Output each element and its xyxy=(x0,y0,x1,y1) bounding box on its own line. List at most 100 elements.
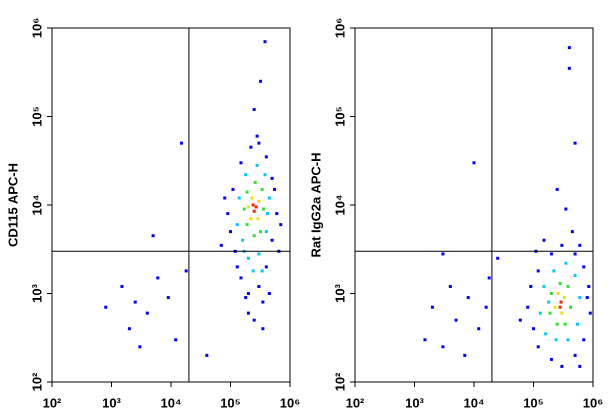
point xyxy=(560,243,564,247)
point xyxy=(133,300,137,304)
point xyxy=(567,46,571,50)
point xyxy=(246,205,250,209)
point xyxy=(260,269,264,273)
point xyxy=(536,345,540,349)
point xyxy=(104,305,108,309)
point xyxy=(260,187,264,191)
point xyxy=(246,311,250,315)
point xyxy=(255,163,259,167)
point xyxy=(585,296,589,300)
point xyxy=(179,141,183,145)
point xyxy=(270,176,274,180)
point xyxy=(576,322,580,326)
point xyxy=(259,79,263,83)
point xyxy=(174,338,178,342)
point xyxy=(263,40,267,44)
point xyxy=(441,252,445,256)
point xyxy=(569,305,573,309)
point xyxy=(261,300,265,304)
point xyxy=(553,305,557,309)
point xyxy=(250,196,254,200)
point xyxy=(441,345,445,349)
point xyxy=(257,199,261,203)
point xyxy=(549,252,553,256)
y-tick-label: 10⁶ xyxy=(332,18,347,38)
y-tick-label: 10⁴ xyxy=(332,195,347,216)
point xyxy=(552,269,556,273)
x-tick-label: 10⁴ xyxy=(161,395,182,410)
y-tick-label: 10³ xyxy=(29,283,44,302)
point xyxy=(267,292,271,295)
point xyxy=(587,284,591,288)
point xyxy=(484,305,488,309)
point xyxy=(242,207,246,211)
point xyxy=(582,265,586,269)
point xyxy=(578,243,582,247)
point xyxy=(205,353,209,357)
point xyxy=(466,296,470,300)
point xyxy=(246,292,250,295)
y-tick-label: 10⁵ xyxy=(332,106,347,127)
x-tick-label: 10⁵ xyxy=(523,395,544,410)
point xyxy=(578,364,582,368)
point xyxy=(423,338,427,342)
x-tick-label: 10⁵ xyxy=(220,395,241,410)
point xyxy=(251,269,255,273)
point xyxy=(555,187,559,191)
point xyxy=(566,338,570,342)
y-tick-label: 10³ xyxy=(332,283,347,302)
x-tick-label: 10⁶ xyxy=(583,395,603,410)
point xyxy=(256,217,260,221)
point xyxy=(249,145,253,149)
point xyxy=(257,252,261,256)
x-tick-label: 10⁴ xyxy=(464,395,485,410)
point xyxy=(554,338,558,342)
point xyxy=(246,256,250,260)
point xyxy=(536,269,540,273)
point xyxy=(270,238,274,242)
point xyxy=(235,223,239,227)
point xyxy=(573,141,577,145)
point xyxy=(145,311,149,315)
point xyxy=(255,134,259,138)
point xyxy=(563,322,567,326)
point xyxy=(448,284,452,288)
point xyxy=(245,223,249,227)
point xyxy=(245,190,249,194)
y-tick-label: 10⁴ xyxy=(29,195,44,216)
point xyxy=(542,284,546,288)
point xyxy=(560,364,564,368)
point xyxy=(275,212,279,216)
point xyxy=(226,212,230,216)
point xyxy=(279,223,283,227)
point xyxy=(266,212,270,216)
point xyxy=(558,305,562,309)
point xyxy=(219,243,223,247)
y-axis-label: CD115 APC-H xyxy=(5,163,20,247)
x-tick-label: 10² xyxy=(43,395,62,410)
point xyxy=(559,300,563,304)
point xyxy=(239,161,243,165)
point xyxy=(259,230,263,234)
point xyxy=(567,66,571,70)
point xyxy=(472,161,476,165)
point xyxy=(231,187,235,191)
point xyxy=(560,311,564,315)
point xyxy=(573,273,577,277)
point xyxy=(538,311,542,315)
point xyxy=(241,238,245,242)
x-tick-label: 10³ xyxy=(405,395,424,410)
point xyxy=(239,276,243,280)
point xyxy=(264,265,268,269)
point xyxy=(549,292,553,295)
point xyxy=(573,353,577,357)
point xyxy=(253,180,257,184)
point xyxy=(544,332,548,336)
point xyxy=(261,327,265,331)
point xyxy=(251,203,255,207)
x-tick-label: 10² xyxy=(346,395,365,410)
point xyxy=(262,207,266,211)
point xyxy=(562,296,566,300)
y-axis-label: Rat IgG2a APC-H xyxy=(308,153,323,258)
point xyxy=(570,230,574,234)
